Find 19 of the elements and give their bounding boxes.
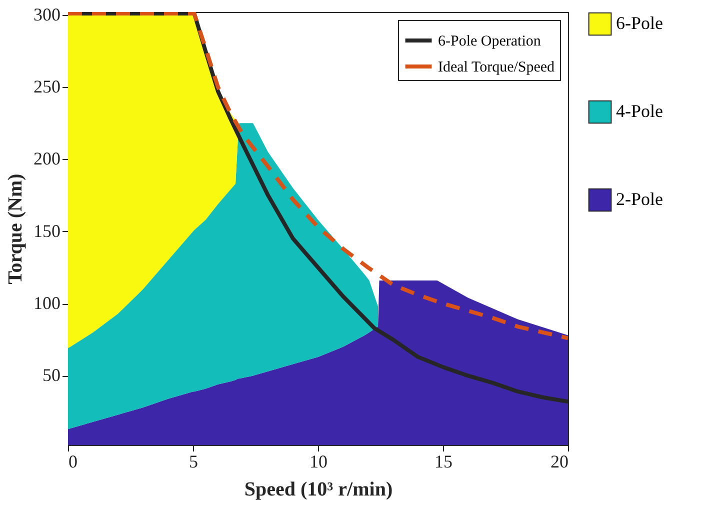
y-tick-label: 150 — [34, 220, 60, 241]
line-series — [68, 12, 568, 340]
x-tick-label: 10 — [310, 452, 328, 472]
y-tick-label: 50 — [42, 365, 60, 386]
x-tick-label: 5 — [189, 452, 198, 472]
x-tick-label: 15 — [434, 452, 452, 472]
legend-label: 6-Pole Operation — [438, 34, 542, 50]
legend-label: 6-Pole — [616, 13, 664, 33]
x-tick-label: 0 — [68, 452, 78, 472]
y-axis-title: Torque (Nm) — [4, 174, 26, 284]
x-axis-title: Speed (10³ r/min) — [244, 478, 393, 500]
y-tick-label: 300 — [34, 4, 60, 24]
y-tick-label: 250 — [34, 76, 60, 97]
y-tick-label: 100 — [34, 293, 60, 314]
legend-label: 4-Pole — [616, 101, 664, 121]
x-tick-label: 20 — [550, 452, 568, 472]
legend-label: Ideal Torque/Speed — [438, 60, 556, 76]
y-tick-label: 200 — [34, 148, 60, 169]
legend-label: 2-Pole — [616, 189, 664, 209]
